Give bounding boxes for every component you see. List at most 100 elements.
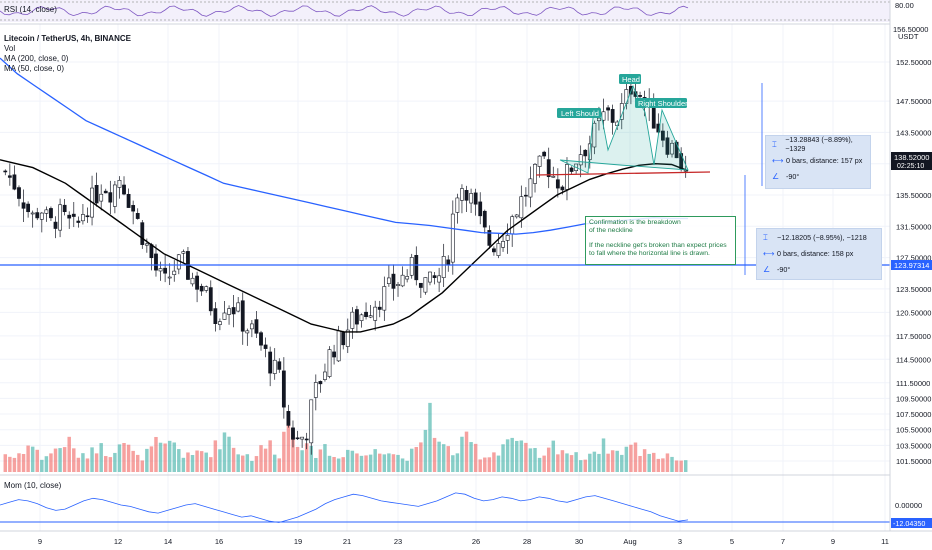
candle-body	[464, 190, 469, 201]
candle-body	[318, 381, 323, 385]
volume-bar	[94, 453, 99, 472]
volume-bar	[163, 443, 167, 472]
price-axis-currency: USDT	[898, 32, 919, 41]
time-tick: 21	[343, 537, 351, 546]
candle-body	[254, 319, 259, 334]
volume-bar	[213, 440, 218, 472]
angle-icon: ∠	[772, 171, 780, 181]
time-axis[interactable]: 9 12 14 16 19 21 23 26 28 30 Aug 3 5 7 9 11	[38, 537, 889, 546]
ma50-legend: MA (50, close, 0)	[4, 64, 65, 73]
volume-bar	[656, 458, 661, 472]
volume-bar	[113, 452, 117, 472]
volume-bar	[295, 446, 300, 472]
candle-body	[300, 436, 305, 440]
candle-body	[117, 180, 122, 188]
price-tick: 103.50000	[896, 441, 931, 450]
candle-body	[304, 438, 309, 441]
volume-bar	[528, 448, 533, 472]
candle-body	[473, 192, 478, 205]
mom-level-tag	[891, 518, 932, 528]
candle-body	[17, 187, 21, 199]
volume-bar	[104, 456, 108, 472]
volume-bar	[177, 449, 181, 472]
candle-body	[135, 213, 140, 219]
candle-body	[62, 204, 67, 213]
volume-bar	[209, 457, 213, 472]
time-tick: 9	[831, 537, 835, 546]
measure1-angle-row: ∠ -90°	[766, 168, 870, 184]
volume-bar	[49, 453, 53, 472]
candle-body	[323, 371, 327, 380]
volume-bar	[441, 444, 446, 472]
candle-body	[487, 230, 492, 246]
candle-body	[240, 300, 245, 332]
candle-body	[528, 178, 533, 198]
volume-bar	[414, 447, 419, 472]
volume-bar	[574, 452, 578, 472]
candle-body	[368, 315, 373, 318]
rsi-line	[0, 5, 689, 17]
time-tick: 26	[472, 537, 480, 546]
measure2-box[interactable]: ⌶ −12.18205 (−8.95%), −1218 ⟷ 0 bars, dist…	[756, 228, 882, 280]
candle-body	[592, 122, 597, 148]
volume-bar	[391, 454, 396, 472]
volume-bar	[58, 448, 62, 472]
volume-bar	[350, 450, 355, 472]
volume-bar	[569, 455, 574, 472]
candle-body	[355, 309, 359, 325]
candle-body	[428, 271, 432, 283]
candle-body	[7, 175, 12, 178]
volume-bar	[85, 458, 90, 472]
volume-bar	[282, 431, 286, 472]
neckline[interactable]	[535, 171, 711, 176]
candle-body	[35, 212, 40, 219]
note-line-1: Confirmation is the breakdown	[589, 219, 681, 226]
volume-bar	[272, 454, 277, 472]
head-label: Head	[622, 75, 640, 84]
price-tick: 123.50000	[896, 285, 931, 294]
candle-body	[181, 251, 186, 254]
current-price: 138.52000	[894, 153, 929, 162]
volume-bar	[624, 446, 629, 472]
price-tick: 101.50000	[896, 457, 931, 466]
candle-body	[190, 277, 195, 285]
volume-bar	[327, 455, 332, 472]
range-icon: ⌶	[772, 139, 777, 149]
candle-body	[460, 188, 464, 201]
volume-bar	[492, 452, 496, 472]
candle-body	[519, 196, 524, 219]
right-shoulder-label-box	[635, 98, 687, 108]
candle-body	[108, 192, 113, 203]
volume-bar	[355, 453, 359, 472]
volume-bar	[546, 447, 551, 472]
candle-body	[414, 255, 419, 281]
volume-bar	[53, 448, 58, 472]
candle-body	[58, 204, 62, 231]
time-tick: 5	[730, 537, 734, 546]
volume-bars	[3, 402, 688, 472]
volume-bar	[610, 450, 615, 472]
confirmation-note[interactable]: Confirmation is the breakdown of the nec…	[585, 216, 736, 265]
volume-bar	[195, 450, 199, 472]
measure1-box[interactable]: ⌶ −13.28843 (−8.89%), −1329 ⟷ 0 bars, dist…	[765, 135, 871, 189]
volume-bar	[674, 460, 679, 472]
candle-body	[94, 184, 99, 204]
candle-body	[405, 276, 410, 280]
candle-body	[103, 190, 108, 194]
time-tick: 16	[215, 537, 223, 546]
volume-bar	[227, 436, 231, 472]
candle-body	[26, 203, 31, 213]
candle-body	[583, 149, 588, 157]
volume-bar	[661, 458, 665, 472]
volume-bar	[231, 447, 236, 472]
left-shoulder-label: Left Should	[561, 109, 599, 118]
candle-body	[167, 276, 172, 279]
volume-bar	[167, 440, 172, 472]
volume-bar	[524, 442, 528, 472]
candle-body	[510, 216, 515, 235]
price-axis[interactable]: 152.50000147.50000143.50000139.50000135.…	[896, 58, 931, 466]
volume-bar	[199, 451, 204, 472]
candle-body	[446, 259, 451, 265]
candle-body	[3, 170, 8, 173]
